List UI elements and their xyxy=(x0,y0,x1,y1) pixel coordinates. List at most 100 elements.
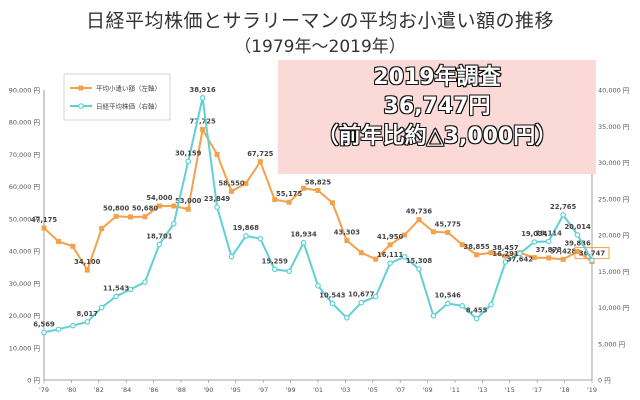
nikkei-marker xyxy=(387,260,393,266)
nikkei-marker xyxy=(41,329,47,336)
left-y-tick-label: 30,000 円 xyxy=(9,280,40,288)
nikkei-marker xyxy=(185,158,192,165)
x-tick-label: '97 xyxy=(258,386,268,394)
nikkei-marker xyxy=(488,301,494,308)
x-tick-label: '11 xyxy=(450,386,460,394)
nikkei-marker xyxy=(84,319,91,325)
x-tick-label: '09 xyxy=(423,386,433,394)
allowance-data-label: 49,736 xyxy=(406,208,432,216)
legend-nikkei-label: 日経平均株価（右軸） xyxy=(96,102,161,111)
nikkei-marker xyxy=(560,212,566,218)
allowance-marker xyxy=(55,238,61,244)
x-tick-label: '19 xyxy=(587,386,597,394)
left-y-tick-label: 80,000 円 xyxy=(9,119,40,127)
allowance-marker xyxy=(99,226,105,232)
legend-allowance-marker xyxy=(78,85,84,91)
allowance-marker xyxy=(200,127,206,133)
allowance-marker xyxy=(344,237,350,243)
allowance-data-label: 50,680 xyxy=(132,205,158,213)
allowance-marker xyxy=(41,225,47,231)
allowance-marker xyxy=(531,255,537,261)
allowance-marker xyxy=(128,214,134,220)
allowance-marker xyxy=(156,203,162,209)
allowance-marker xyxy=(113,213,119,219)
allowance-marker xyxy=(575,249,581,255)
allowance-data-label: 58,825 xyxy=(305,178,331,186)
x-tick-label: '82 xyxy=(94,386,104,394)
x-tick-label: '07 xyxy=(395,386,405,394)
allowance-marker xyxy=(301,185,307,191)
x-tick-label: '99 xyxy=(286,386,296,394)
allowance-data-label: 58,550 xyxy=(218,179,244,187)
nikkei-data-label: 23,849 xyxy=(204,195,230,203)
allowance-marker xyxy=(474,252,480,258)
nikkei-data-label: 8,017 xyxy=(77,310,99,318)
allowance-marker xyxy=(70,243,76,249)
callout-change: （前年比約△3,000円） xyxy=(316,123,558,150)
allowance-marker xyxy=(243,180,249,186)
allowance-marker xyxy=(430,229,436,235)
nikkei-data-label: 11,543 xyxy=(103,284,129,292)
nikkei-marker xyxy=(286,268,292,275)
nikkei-marker xyxy=(300,239,307,246)
allowance-marker xyxy=(272,197,278,203)
x-tick-label: '03 xyxy=(340,386,350,394)
nikkei-marker xyxy=(170,220,177,227)
left-y-tick-label: 10,000 円 xyxy=(9,344,40,352)
nikkei-marker xyxy=(372,293,379,300)
nikkei-marker xyxy=(271,266,278,273)
x-tick-label: '84 xyxy=(121,386,131,394)
allowance-marker xyxy=(560,256,566,262)
allowance-marker xyxy=(459,242,465,248)
nikkei-marker xyxy=(574,232,581,238)
nikkei-data-label: 18,701 xyxy=(146,232,172,240)
nikkei-marker xyxy=(473,315,480,322)
callout-amount: 36,747円 xyxy=(383,93,492,120)
allowance-data-label: 37,873 xyxy=(536,246,562,254)
nikkei-marker xyxy=(517,250,523,257)
allowance-marker xyxy=(358,250,364,256)
nikkei-data-label: 16,111 xyxy=(377,251,403,259)
nikkei-data-label: 38,916 xyxy=(190,86,216,94)
left-y-tick-label: 50,000 円 xyxy=(9,215,40,223)
x-tick-label: '15 xyxy=(505,386,515,394)
allowance-data-label: 34,100 xyxy=(74,258,100,266)
allowance-data-label: 41,950 xyxy=(377,233,403,241)
nikkei-data-label: 16,291 xyxy=(492,250,518,258)
nikkei-data-label: 6,569 xyxy=(33,320,55,328)
nikkei-marker xyxy=(228,253,235,260)
allowance-data-label: 38,855 xyxy=(464,243,490,251)
nikkei-data-label: 10,543 xyxy=(319,292,345,300)
x-tick-label: '80 xyxy=(66,386,76,394)
allowance-data-label: 55,175 xyxy=(276,190,302,198)
nikkei-marker xyxy=(142,279,148,285)
right-y-tick-label: 10,000 円 xyxy=(598,304,629,312)
x-tick-label: '13 xyxy=(477,386,487,394)
allowance-data-label: 37,428 xyxy=(550,247,576,255)
nikkei-data-label: 15,308 xyxy=(406,257,432,265)
nikkei-marker xyxy=(127,286,134,293)
nikkei-marker xyxy=(113,293,119,300)
chart-subtitle: （1979年～2019年） xyxy=(234,37,406,57)
nikkei-marker xyxy=(430,312,437,319)
right-y-tick-label: 40,000 円 xyxy=(598,87,629,95)
nikkei-data-label: 37,642 xyxy=(507,256,533,264)
left-y-tick-label: 90,000 円 xyxy=(9,87,40,95)
allowance-marker xyxy=(185,206,191,212)
allowance-marker xyxy=(214,151,220,157)
allowance-marker xyxy=(488,250,494,256)
allowance-data-label: 39,836 xyxy=(564,240,590,248)
allowance-data-label: 38,457 xyxy=(492,244,518,252)
nikkei-marker xyxy=(401,253,408,260)
allowance-marker xyxy=(416,217,422,223)
allowance-data-label: 47,175 xyxy=(31,216,57,224)
allowance-marker xyxy=(546,255,552,261)
allowance-data-label: 77,725 xyxy=(190,118,216,126)
right-y-tick-label: 25,000 円 xyxy=(598,195,629,203)
allowance-marker xyxy=(387,242,393,248)
allowance-marker xyxy=(445,230,451,236)
allowance-data-label: 50,800 xyxy=(103,204,129,212)
nikkei-marker xyxy=(416,266,422,272)
nikkei-marker xyxy=(257,235,264,242)
